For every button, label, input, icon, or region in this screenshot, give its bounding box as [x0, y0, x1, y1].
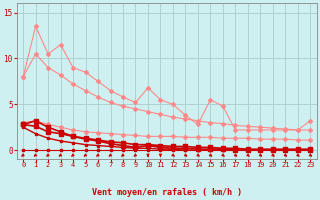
X-axis label: Vent moyen/en rafales ( km/h ): Vent moyen/en rafales ( km/h ) [92, 188, 242, 197]
